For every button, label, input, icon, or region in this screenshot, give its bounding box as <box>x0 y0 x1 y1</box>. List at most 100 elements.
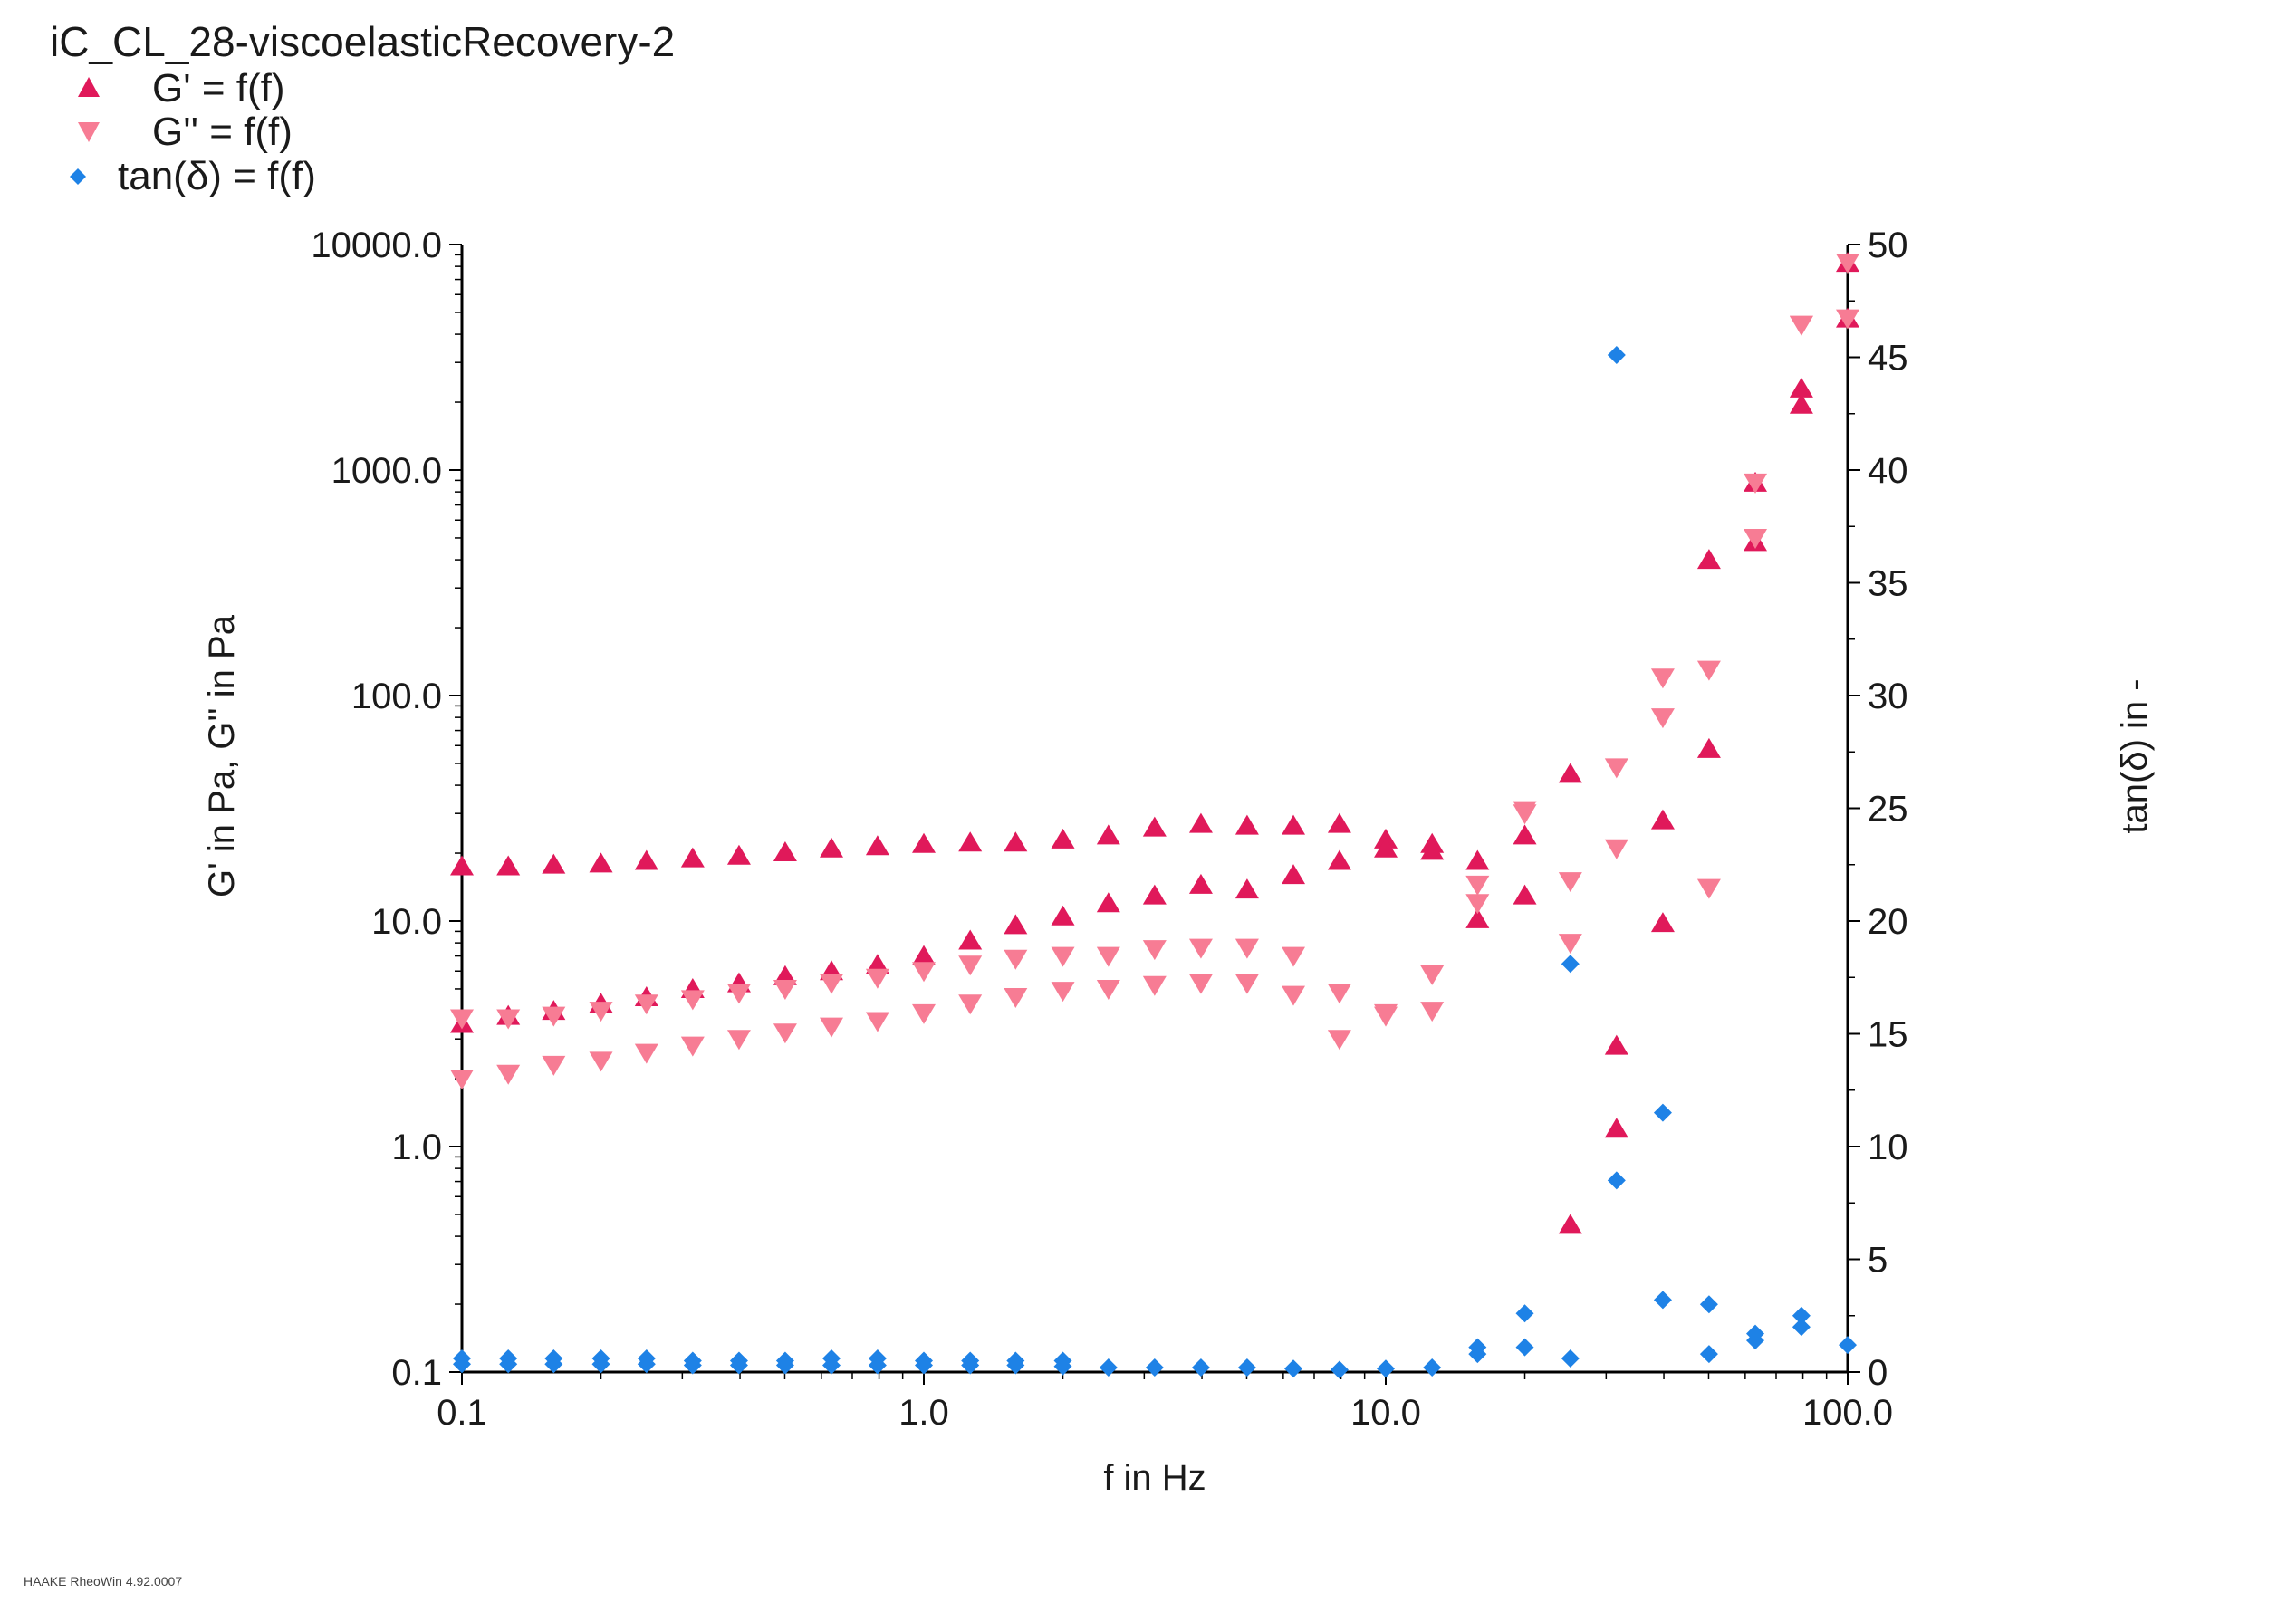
data-point <box>1006 1351 1025 1370</box>
data-point <box>865 1012 889 1032</box>
data-point <box>1327 1030 1351 1051</box>
data-point <box>1327 812 1351 833</box>
data-point <box>1468 1338 1487 1357</box>
data-point <box>1284 1359 1303 1378</box>
data-point <box>1237 1358 1256 1377</box>
data-point <box>1696 878 1721 899</box>
data-point <box>1792 1306 1811 1325</box>
data-point <box>1004 914 1028 935</box>
data-point <box>1282 946 1306 967</box>
data-point <box>589 852 613 873</box>
data-point <box>958 955 983 976</box>
data-point <box>1699 1295 1718 1314</box>
data-point <box>726 984 751 1004</box>
data-point <box>729 1351 748 1370</box>
data-point <box>1792 1318 1811 1337</box>
data-point <box>1096 824 1120 845</box>
y2-tick-label: 15 <box>1868 1015 1908 1055</box>
data-point <box>683 1351 702 1370</box>
data-point <box>496 1009 521 1030</box>
y2-tick-label: 5 <box>1868 1241 1888 1281</box>
tick-labels: 0.1 1.0 10.0 100.0 0.1 1.0 10.0 100.0 1000.0 1000… <box>311 226 1907 1433</box>
data-point <box>1282 864 1306 885</box>
y-tick-label: 10.0 <box>371 902 442 942</box>
data-point <box>1188 873 1213 894</box>
data-point <box>450 1009 474 1030</box>
data-point <box>1142 940 1167 961</box>
data-point <box>1096 892 1120 913</box>
data-point <box>820 837 844 858</box>
data-point <box>1607 1171 1626 1190</box>
data-point <box>1327 849 1351 870</box>
data-point <box>1465 894 1490 915</box>
series-2 <box>453 346 1857 1379</box>
series-0 <box>450 252 1859 1234</box>
data-point <box>1142 975 1167 996</box>
data-point <box>1604 839 1628 859</box>
data-point <box>680 847 705 868</box>
x-tick-label: 100.0 <box>1802 1393 1893 1433</box>
y-tick-label: 0.1 <box>391 1353 442 1393</box>
data-point <box>773 1023 797 1044</box>
data-point <box>1234 974 1259 994</box>
data-point <box>1558 763 1582 783</box>
y-tick-label: 1.0 <box>391 1128 442 1167</box>
data-point <box>912 945 936 965</box>
data-point <box>1051 946 1075 967</box>
data-point <box>915 1351 933 1370</box>
data-point <box>680 990 705 1011</box>
data-point <box>773 979 797 1000</box>
data-point <box>1374 837 1398 858</box>
data-point <box>958 929 983 950</box>
data-point <box>822 1349 841 1368</box>
data-point <box>589 1051 613 1072</box>
data-point <box>634 994 658 1015</box>
data-point <box>1004 949 1028 970</box>
data-point <box>1096 979 1120 1000</box>
data-points <box>450 252 1859 1379</box>
data-point <box>1836 309 1859 330</box>
data-point <box>542 853 566 874</box>
y-axis-title: G' in Pa, G'' in Pa <box>202 614 242 897</box>
y2-tick-label: 45 <box>1868 339 1908 379</box>
data-point <box>1053 1351 1072 1370</box>
data-point <box>1650 668 1675 689</box>
data-point <box>1513 801 1537 821</box>
legend-item-g-double-prime: G'' = f(f) <box>78 110 293 154</box>
y2-tick-label: 30 <box>1868 677 1908 716</box>
data-point <box>634 1043 658 1064</box>
data-point <box>1465 849 1490 870</box>
data-point <box>1558 872 1582 893</box>
data-point <box>496 1064 521 1085</box>
data-point <box>1004 987 1028 1008</box>
y-tick-label: 10000.0 <box>311 226 442 265</box>
y-tick-label: 1000.0 <box>331 451 442 491</box>
data-point <box>726 1030 751 1051</box>
data-point <box>1513 824 1537 845</box>
triangle-up-marker-icon <box>78 77 100 97</box>
data-point <box>1420 1002 1445 1022</box>
tick-marks <box>449 244 1860 1385</box>
data-point <box>1188 938 1213 959</box>
data-point <box>589 1002 613 1022</box>
data-point <box>1604 758 1628 779</box>
y2-tick-label: 35 <box>1868 564 1908 604</box>
data-point <box>1234 878 1259 899</box>
legend: G' = f(f) G'' = f(f) tan(δ) = f(f) <box>70 66 316 198</box>
data-point <box>958 831 983 852</box>
data-point <box>726 844 751 865</box>
data-point <box>499 1349 518 1368</box>
data-point <box>1561 955 1580 974</box>
data-point <box>1374 1003 1398 1024</box>
diamond-marker-icon <box>70 168 86 185</box>
data-point <box>634 849 658 870</box>
data-point <box>1377 1359 1395 1378</box>
data-point <box>865 968 889 989</box>
data-point <box>1282 985 1306 1006</box>
data-point <box>1513 884 1537 905</box>
data-point <box>1746 1331 1765 1350</box>
x-tick-label: 0.1 <box>437 1393 487 1433</box>
data-point <box>1420 840 1445 860</box>
y-tick-label: 100.0 <box>351 677 442 716</box>
data-point <box>961 1351 980 1370</box>
